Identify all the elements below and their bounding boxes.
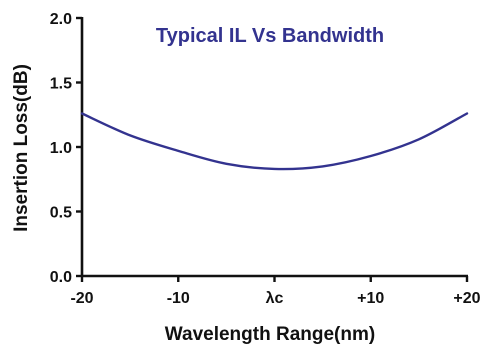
chart-title: Typical IL Vs Bandwidth <box>156 25 384 47</box>
x-tick-label: +20 <box>453 290 480 307</box>
series-line <box>80 112 469 171</box>
y-tick-label: 1.0 <box>50 140 72 157</box>
y-tick-label: 1.5 <box>50 76 72 93</box>
y-tick-label: 2.0 <box>50 11 72 28</box>
y-tick-label: 0.0 <box>50 269 72 286</box>
series-group <box>80 112 469 171</box>
x-tick-label: λc <box>266 290 284 307</box>
x-tick-label: -10 <box>167 290 190 307</box>
x-axis-ticks: -20 -10 λc +10 +20 <box>70 276 481 307</box>
x-tick-label: +10 <box>357 290 384 307</box>
plot-area: 0.0 0.5 1.0 1.5 2.0 -20 -10 λc +10 +20 <box>50 11 481 307</box>
y-axis-ticks: 0.0 0.5 1.0 1.5 2.0 <box>50 11 82 286</box>
y-axis-title: Insertion Loss(dB) <box>11 64 32 232</box>
x-axis-title: Wavelength Range(nm) <box>165 324 375 345</box>
y-tick-label: 0.5 <box>50 205 72 222</box>
x-tick-label: -20 <box>70 290 93 307</box>
